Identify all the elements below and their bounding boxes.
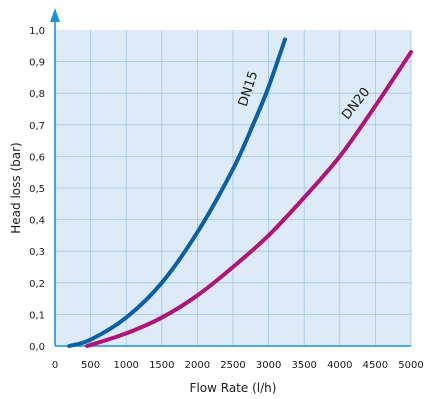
x-tick-label: 4500 [363, 360, 388, 371]
x-tick-label: 4000 [327, 360, 352, 371]
y-tick-label: 0,1 [29, 310, 45, 321]
y-tick-label: 0,5 [29, 184, 45, 195]
y-tick-label: 0,4 [29, 216, 45, 227]
series-group [67, 37, 413, 348]
x-tick-label: 0 [52, 360, 58, 371]
x-tick-label: 2500 [220, 360, 245, 371]
x-tick-label: 3500 [291, 360, 316, 371]
x-tick-label: 500 [81, 360, 100, 371]
y-axis-title: Head loss (bar) [9, 142, 23, 233]
y-tick-label: 1,0 [29, 26, 45, 37]
y-tick-label: 0,8 [29, 89, 45, 100]
y-tick-label: 0,9 [29, 58, 45, 69]
y-tick-label: 0,3 [29, 247, 45, 258]
tick-labels: 0 500 1000 1500 2000 2500 3000 3500 4000 4500 5000… [29, 26, 424, 371]
y-tick-label: 0,6 [29, 152, 45, 163]
series-line-dn15 [67, 37, 287, 348]
series-line-dn20 [85, 50, 413, 348]
y-axis-arrow [50, 8, 60, 22]
x-tick-label: 1000 [113, 360, 138, 371]
x-tick-label: 5000 [398, 360, 423, 371]
x-tick-label: 3000 [256, 360, 281, 371]
y-tick-label: 0,0 [29, 342, 45, 353]
y-tick-label: 0,2 [29, 279, 45, 290]
x-tick-label: 1500 [149, 360, 174, 371]
x-tick-label: 2000 [185, 360, 210, 371]
x-axis-title: Flow Rate (l/h) [190, 381, 277, 395]
axes [50, 8, 411, 347]
y-tick-label: 0,7 [29, 121, 45, 132]
